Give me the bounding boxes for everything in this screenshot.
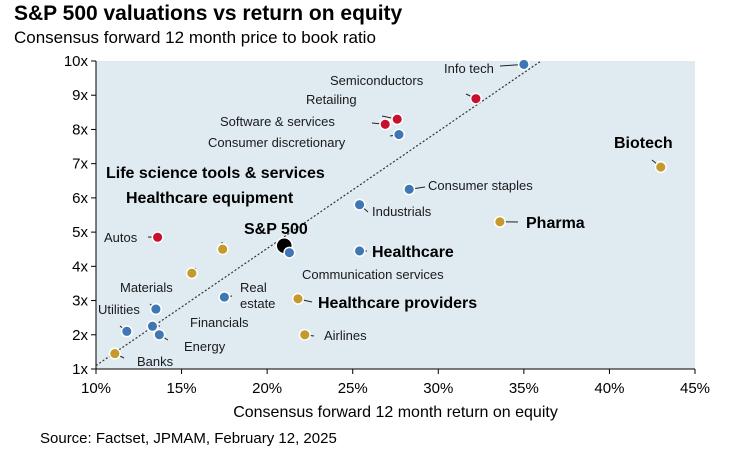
point-biotech bbox=[654, 161, 667, 174]
chart-subtitle: Consensus forward 12 month price to book… bbox=[14, 28, 376, 47]
point-autos bbox=[151, 231, 164, 244]
y-tick-label: 6x bbox=[72, 190, 88, 207]
point-communication-services bbox=[283, 246, 296, 259]
x-axis: 10% 15% 20% 25% 30% 35% 40% 45% bbox=[81, 368, 710, 397]
label-healthcare-providers: Healthcare providers bbox=[318, 295, 477, 312]
label-healthcare: Healthcare bbox=[372, 244, 454, 261]
y-tick-label: 10x bbox=[64, 53, 89, 70]
plot-area bbox=[96, 61, 695, 369]
point-pharma bbox=[493, 215, 506, 228]
x-tick-label: 30% bbox=[423, 380, 453, 397]
label-banks: Banks bbox=[137, 354, 174, 369]
point-consumer-staples bbox=[403, 183, 416, 196]
label-industrials: Industrials bbox=[372, 204, 432, 219]
y-tick-label: 1x bbox=[72, 361, 88, 378]
point-airlines bbox=[298, 328, 311, 341]
point-life-science-tools-and-services bbox=[185, 267, 198, 280]
y-tick-label: 9x bbox=[72, 87, 88, 104]
label-autos: Autos bbox=[104, 230, 138, 245]
source-note: Source: Factset, JPMAM, February 12, 202… bbox=[40, 430, 337, 447]
x-axis-label: Consensus forward 12 month return on equ… bbox=[233, 404, 558, 421]
point-info-tech bbox=[517, 58, 530, 71]
label-materials: Materials bbox=[120, 280, 173, 295]
label-healthcare-equipment: Healthcare equipment bbox=[126, 190, 294, 207]
y-axis: 1x 2x 3x 4x 5x 6x 7x 8x 9x 10x bbox=[64, 53, 97, 378]
x-tick-label: 10% bbox=[81, 380, 111, 397]
x-tick-label: 25% bbox=[338, 380, 368, 397]
label-pharma: Pharma bbox=[526, 215, 585, 232]
point-semiconductors bbox=[469, 92, 482, 105]
y-tick-label: 8x bbox=[72, 121, 88, 138]
label-consumer-staples: Consumer staples bbox=[428, 178, 533, 193]
point-software-and-services bbox=[379, 118, 392, 131]
label-info-tech: Info tech bbox=[444, 61, 494, 76]
point-healthcare-providers bbox=[291, 292, 304, 305]
x-tick-label: 35% bbox=[509, 380, 539, 397]
point-healthcare bbox=[353, 244, 366, 257]
label-software-and-services: Software & services bbox=[220, 114, 335, 129]
point-financials bbox=[146, 320, 159, 333]
label-life-science-tools-and-services: Life science tools & services bbox=[106, 165, 325, 182]
y-tick-label: 4x bbox=[72, 258, 88, 275]
label-communication-services: Communication services bbox=[302, 267, 444, 282]
data-points bbox=[108, 58, 667, 360]
y-tick-label: 3x bbox=[72, 293, 88, 310]
label-sandp-500: S&P 500 bbox=[244, 221, 308, 238]
y-tick-label: 2x bbox=[72, 327, 88, 344]
label-real-estate: Real estate bbox=[240, 280, 275, 311]
point-consumer-discretionary bbox=[392, 128, 405, 141]
y-tick-label: 7x bbox=[72, 156, 88, 173]
x-tick-label: 40% bbox=[594, 380, 624, 397]
point-labels: Info tech Semiconductors Retailing Software… bbox=[98, 61, 673, 369]
label-financials: Financials bbox=[190, 315, 249, 330]
label-retailing: Retailing bbox=[306, 92, 357, 107]
point-energy bbox=[153, 328, 166, 341]
label-semiconductors: Semiconductors bbox=[330, 73, 424, 88]
point-materials bbox=[149, 303, 162, 316]
x-tick-label: 45% bbox=[680, 380, 710, 397]
y-tick-label: 5x bbox=[72, 224, 88, 241]
label-utilities: Utilities bbox=[98, 302, 140, 317]
label-biotech: Biotech bbox=[614, 135, 673, 152]
label-airlines: Airlines bbox=[324, 328, 367, 343]
point-healthcare-equipment bbox=[216, 243, 229, 256]
chart-title: S&P 500 valuations vs return on equity bbox=[14, 2, 403, 25]
point-real-estate bbox=[218, 291, 231, 304]
point-utilities bbox=[120, 325, 133, 338]
x-tick-label: 15% bbox=[167, 380, 197, 397]
point-industrials bbox=[353, 198, 366, 211]
label-consumer-discretionary: Consumer discretionary bbox=[208, 135, 346, 150]
x-tick-label: 20% bbox=[252, 380, 282, 397]
point-retailing bbox=[391, 113, 404, 126]
label-energy: Energy bbox=[184, 339, 226, 354]
trend-line bbox=[95, 60, 542, 367]
point-banks bbox=[108, 347, 121, 360]
